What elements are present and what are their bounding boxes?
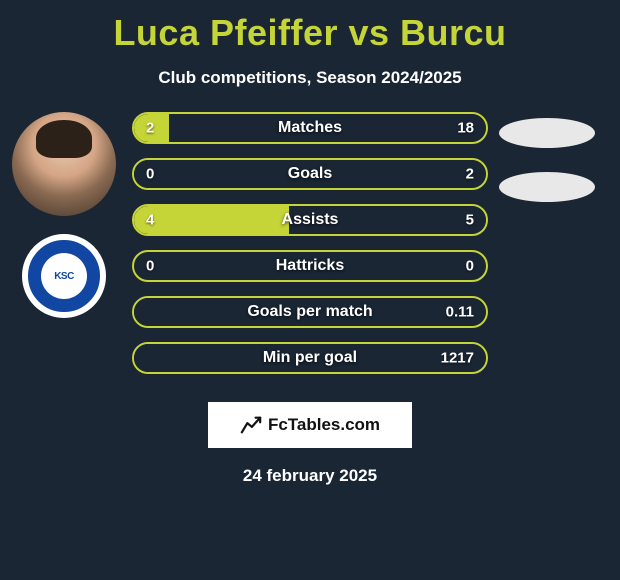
stat-bar: 1217Min per goal bbox=[132, 342, 488, 374]
bar-label: Assists bbox=[134, 211, 486, 229]
player-left-avatar bbox=[12, 112, 116, 216]
fctables-logo-icon bbox=[240, 414, 262, 436]
page-title: Luca Pfeiffer vs Burcu bbox=[0, 0, 620, 54]
comparison-bars: 218Matches 02Goals 45Assists 00Hattricks 0.1… bbox=[132, 112, 488, 374]
bar-label: Min per goal bbox=[134, 349, 486, 367]
stat-bar: 00Hattricks bbox=[132, 250, 488, 282]
bar-label: Hattricks bbox=[134, 257, 486, 275]
stat-bar: 218Matches bbox=[132, 112, 488, 144]
bar-label: Goals bbox=[134, 165, 486, 183]
club-badge-text: KSC bbox=[41, 253, 87, 299]
player-right-avatar-placeholder bbox=[499, 118, 595, 148]
stat-bar: 02Goals bbox=[132, 158, 488, 190]
watermark-text: FcTables.com bbox=[268, 415, 380, 435]
stat-bar: 45Assists bbox=[132, 204, 488, 236]
comparison-content: KSC 218Matches 02Goals 45Assists 00Hattrick… bbox=[0, 112, 620, 374]
date-text: 24 february 2025 bbox=[0, 466, 620, 486]
stat-bar: 0.11Goals per match bbox=[132, 296, 488, 328]
player-right-column bbox=[492, 118, 602, 202]
player-left-club-badge: KSC bbox=[22, 234, 106, 318]
bar-label: Goals per match bbox=[134, 303, 486, 321]
player-right-club-placeholder bbox=[499, 172, 595, 202]
bar-label: Matches bbox=[134, 119, 486, 137]
player-left-column: KSC bbox=[8, 112, 120, 318]
page-subtitle: Club competitions, Season 2024/2025 bbox=[0, 68, 620, 88]
watermark-box: FcTables.com bbox=[208, 402, 412, 448]
